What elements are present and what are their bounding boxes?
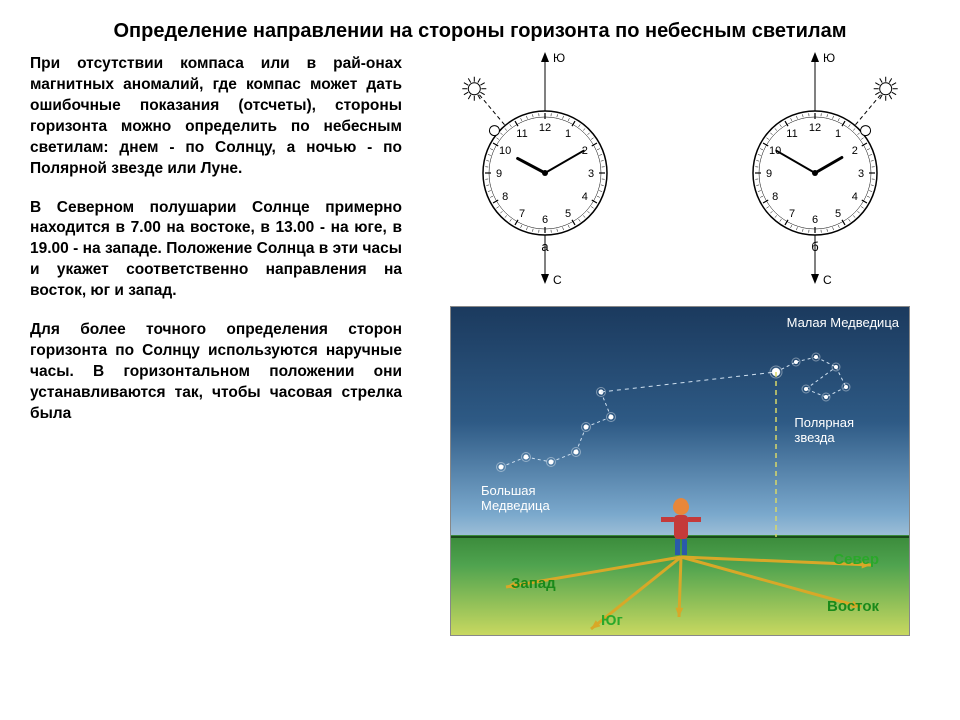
svg-text:8: 8 [772,191,778,203]
svg-text:1: 1 [565,128,571,140]
svg-text:9: 9 [766,168,772,180]
svg-text:5: 5 [565,208,571,220]
svg-text:8: 8 [502,191,508,203]
clock-b: ЮС121234567891011б [710,48,920,288]
svg-text:7: 7 [519,208,525,220]
content-row: При отсутствии компаса или в рай-онах ма… [0,44,960,636]
paragraph-3: Для более точного определения сторон гор… [30,320,402,425]
label-polyarnaya-zvezda: Полярная звезда [794,415,854,445]
paragraph-2: В Северном полушарии Солнце примерно нах… [30,198,402,303]
svg-text:10: 10 [769,145,781,157]
svg-text:С: С [823,273,832,287]
svg-text:С: С [553,273,562,287]
svg-text:12: 12 [809,122,821,134]
label-bolshaya-medveditsa: Большая Медведица [481,483,550,513]
constellation-figure: Малая Медведица Большая Медведица Полярн… [450,306,910,636]
page-title: Определение направлении на стороны гориз… [0,0,960,44]
svg-text:6: 6 [542,214,548,226]
svg-text:11: 11 [786,128,797,140]
svg-text:б: б [811,239,818,254]
svg-text:9: 9 [496,168,502,180]
paragraph-1: При отсутствии компаса или в рай-онах ма… [30,54,402,180]
text-column: При отсутствии компаса или в рай-онах ма… [30,54,420,636]
clock-a: ЮС121234567891011а [440,48,650,288]
dir-zapad: Запад [511,575,556,592]
svg-text:2: 2 [852,145,858,157]
dir-sever: Север [833,551,879,568]
svg-text:5: 5 [835,208,841,220]
svg-text:Ю: Ю [823,51,835,65]
svg-text:7: 7 [789,208,795,220]
svg-text:4: 4 [582,191,588,203]
svg-text:10: 10 [499,145,511,157]
svg-text:3: 3 [858,168,864,180]
clock-diagrams: ЮС121234567891011а ЮС121234567891011б [440,48,920,288]
svg-text:12: 12 [539,122,551,134]
svg-text:3: 3 [588,168,594,180]
svg-text:6: 6 [812,214,818,226]
svg-text:Ю: Ю [553,51,565,65]
svg-text:1: 1 [835,128,841,140]
svg-text:а: а [541,239,549,254]
label-malaya-medveditsa: Малая Медведица [787,315,899,330]
svg-text:11: 11 [516,128,527,140]
dir-vostok: Восток [827,598,879,615]
person-icon [661,497,701,557]
dir-yug: Юг [601,612,623,629]
svg-text:4: 4 [852,191,858,203]
figure-column: ЮС121234567891011а ЮС121234567891011б Ма… [420,54,940,636]
